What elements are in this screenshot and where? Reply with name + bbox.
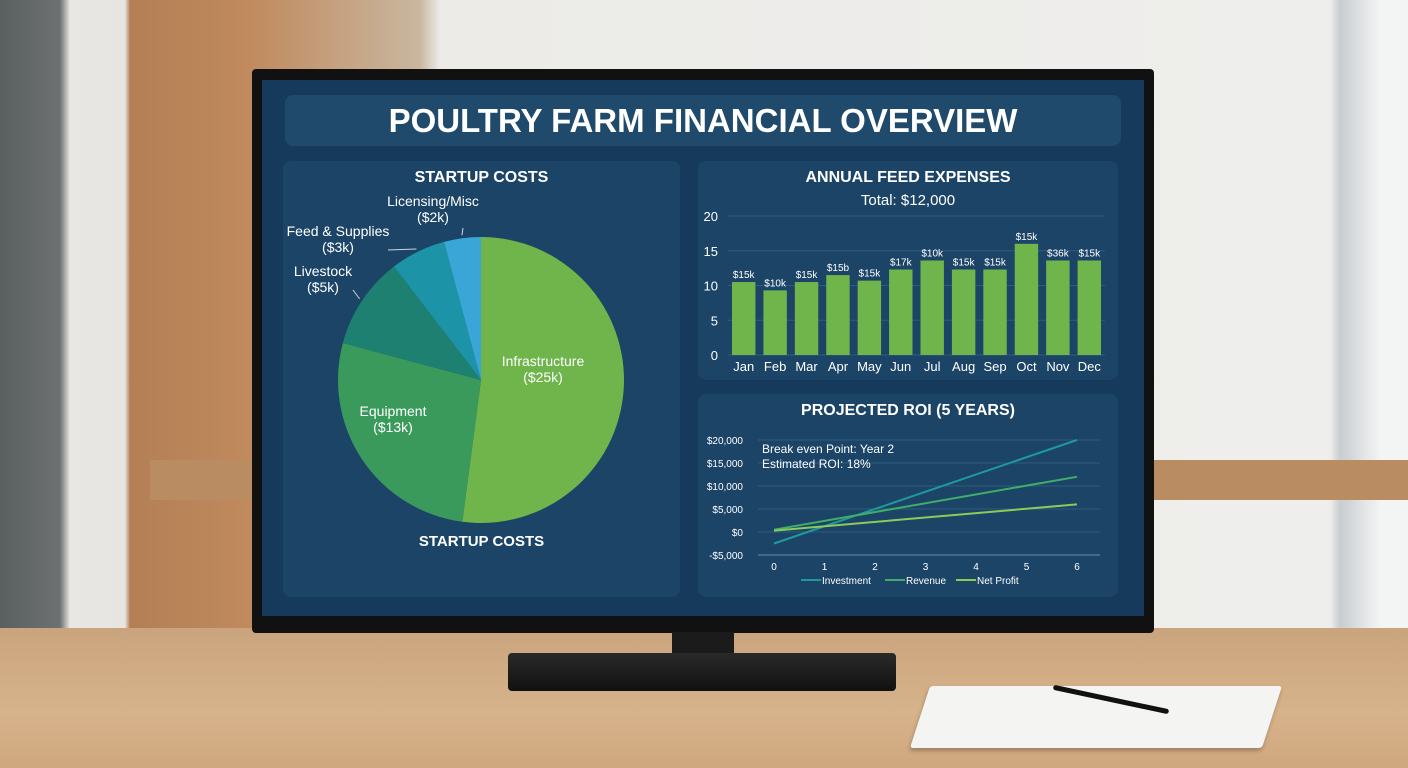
x-tick-label: Sep <box>983 359 1006 374</box>
x-tick-label: Feb <box>764 359 786 374</box>
pie-value-label: ($2k) <box>417 209 449 225</box>
bar-oct <box>1014 243 1039 355</box>
x-tick-label: 0 <box>771 562 777 573</box>
x-tick-label: 2 <box>872 562 878 573</box>
pie-label: Licensing/Misc <box>387 193 479 209</box>
x-tick-label: May <box>857 359 882 374</box>
y-tick-label: $5,000 <box>712 505 743 516</box>
pie-slice-4 <box>443 237 481 380</box>
dashboard-title: POULTRY FARM FINANCIAL OVERVIEW <box>285 95 1121 146</box>
legend-label: Revenue <box>906 576 946 587</box>
x-tick-label: Oct <box>1016 359 1037 374</box>
bar-data-label: $15k <box>796 270 819 281</box>
pie-slice-2 <box>342 266 481 380</box>
pie-leader-line <box>461 227 464 236</box>
y-tick-label: 20 <box>704 209 718 224</box>
pie-leader-line <box>352 289 361 300</box>
bar-aug <box>951 269 976 355</box>
x-tick-label: 1 <box>822 562 828 573</box>
monitor-stand-base <box>508 653 896 691</box>
bar-feb <box>763 290 787 355</box>
pie-slice-0 <box>462 237 624 523</box>
bar-sep <box>983 269 1007 355</box>
bar-may <box>857 280 882 355</box>
pie-label: Equipment <box>360 403 427 419</box>
bar-data-label: $15k <box>953 258 976 269</box>
bar-data-label: $15k <box>1078 248 1101 259</box>
bar-mar <box>794 282 819 355</box>
pie-value-label: ($5k) <box>307 279 339 295</box>
bar-data-label: $17k <box>890 258 913 269</box>
y-tick-label: $20,000 <box>707 436 744 447</box>
x-tick-label: Jul <box>924 359 941 374</box>
bar-data-label: $15k <box>733 270 756 281</box>
line-chart: -$5,000 $0 $5,000 $10,000 $15,000 $20,000 0 1 2 3… <box>707 436 1100 587</box>
pie-slice-3 <box>393 241 481 380</box>
bar-title: ANNUAL FEED EXPENSES <box>805 169 1011 186</box>
bar-jan <box>732 282 756 355</box>
x-tick-label: 4 <box>973 562 979 573</box>
bar-chart: 0 5 10 15 20 $15k Jan $10k Feb $15k Mar $15b Apr $15k… <box>704 209 1105 374</box>
y-tick-label: $0 <box>732 528 744 539</box>
pie-chart: Infrastructure($25k) Equipment($13k) Lives… <box>287 193 624 523</box>
y-tick-label: -$5,000 <box>709 551 743 562</box>
x-tick-label: 3 <box>923 562 929 573</box>
pie-value-label: ($25k) <box>523 369 563 385</box>
line-revenue <box>773 475 1078 531</box>
pie-value-label: ($3k) <box>322 239 354 255</box>
pie-leader-line <box>387 248 417 251</box>
bar-data-label: $15k <box>984 258 1007 269</box>
bar-jul <box>920 260 944 355</box>
roi-annotation: Estimated ROI: 18% <box>762 457 871 471</box>
bar-data-label: $10k <box>921 248 944 259</box>
line-title: PROJECTED ROI (5 YEARS) <box>801 402 1015 419</box>
y-tick-label: 0 <box>711 348 718 363</box>
legend-label: Net Profit <box>977 576 1019 587</box>
bar-subtitle: Total: $12,000 <box>860 192 956 209</box>
x-tick-label: Jun <box>890 359 911 374</box>
y-tick-label: 5 <box>711 313 718 328</box>
bar-data-label: $15b <box>827 263 850 274</box>
pie-value-label: ($13k) <box>373 419 413 435</box>
bar-apr <box>826 275 850 355</box>
pie-footer: STARTUP COSTS <box>418 533 545 550</box>
x-tick-label: Jan <box>733 359 754 374</box>
bar-data-label: $15k <box>1016 232 1039 243</box>
x-tick-label: Apr <box>828 359 849 374</box>
x-tick-label: Nov <box>1046 359 1070 374</box>
roi-panel: PROJECTED ROI (5 YEARS) -$5,000 $0 $5,000 $… <box>698 394 1118 597</box>
bar-data-label: $10k <box>764 278 787 289</box>
bar-jun <box>889 269 913 355</box>
pie-label: Infrastructure <box>502 353 585 369</box>
y-tick-label: 10 <box>704 279 718 294</box>
x-tick-label: Mar <box>795 359 818 374</box>
x-tick-label: 6 <box>1074 562 1080 573</box>
x-tick-label: Dec <box>1078 359 1102 374</box>
x-tick-label: Aug <box>952 359 975 374</box>
bar-data-label: $36k <box>1047 248 1070 259</box>
startup-costs-panel: STARTUP COSTS Infrastructure ($25k) Equipm… <box>283 161 680 597</box>
roi-annotation: Break even Point: Year 2 <box>762 442 894 456</box>
pie-title: STARTUP COSTS <box>414 169 549 186</box>
bar-dec <box>1077 260 1101 355</box>
pie-label: Feed & Supplies <box>287 223 390 239</box>
feed-expenses-panel: ANNUAL FEED EXPENSES Total: $12,000 0 5 10… <box>698 161 1118 380</box>
y-tick-label: $10,000 <box>707 482 744 493</box>
y-tick-label: 15 <box>704 244 718 259</box>
bar-nov <box>1046 260 1070 355</box>
x-tick-label: 5 <box>1024 562 1030 573</box>
line-net-profit <box>773 503 1078 532</box>
pie-label: Livestock <box>294 263 353 279</box>
y-tick-label: $15,000 <box>707 459 744 470</box>
bar-data-label: $15k <box>859 269 882 280</box>
legend-label: Investment <box>822 576 871 587</box>
pie-slice-1 <box>337 342 481 522</box>
